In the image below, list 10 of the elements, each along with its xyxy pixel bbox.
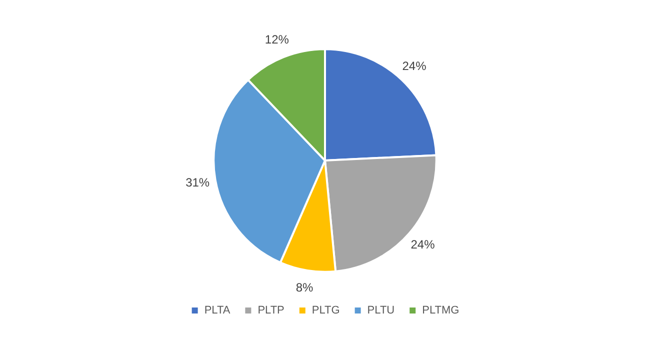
data-label: 8%	[296, 280, 314, 295]
legend-label: PLTMG	[422, 304, 460, 317]
data-label: 24%	[402, 59, 427, 74]
legend-label: PLTU	[367, 304, 395, 317]
legend-label: PLTP	[258, 304, 284, 317]
legend-label: PLTG	[312, 304, 340, 317]
data-label: 12%	[264, 32, 290, 47]
data-label: 31%	[186, 175, 210, 190]
data-label: 24%	[410, 238, 436, 252]
legend-label: PLTA	[204, 304, 231, 317]
